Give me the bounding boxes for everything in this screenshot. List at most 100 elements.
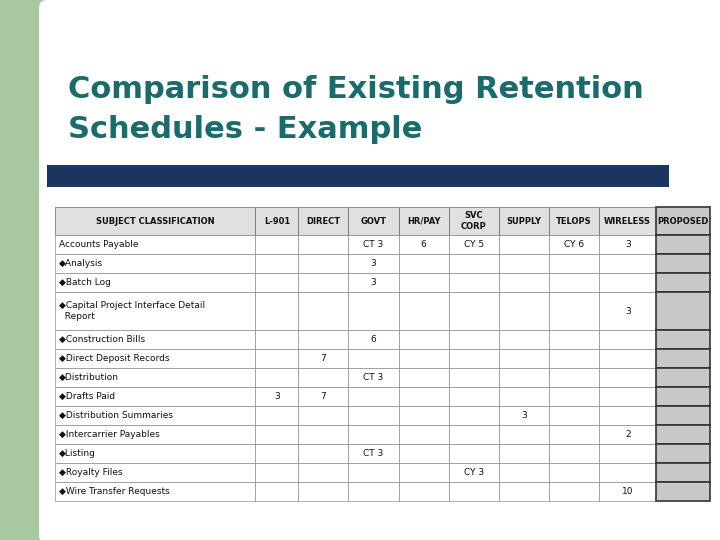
Bar <box>0 0 185 195</box>
Bar <box>348 349 399 368</box>
Bar <box>657 425 710 444</box>
Text: DIRECT: DIRECT <box>307 217 341 226</box>
Bar <box>549 406 599 425</box>
Text: 3: 3 <box>274 392 280 401</box>
Bar <box>549 463 599 482</box>
Text: ◆Distribution: ◆Distribution <box>59 373 119 382</box>
Bar <box>549 387 599 406</box>
Bar <box>298 330 348 349</box>
Bar <box>449 482 499 501</box>
Text: TELOPS: TELOPS <box>556 217 592 226</box>
Bar <box>55 444 256 463</box>
Bar <box>657 235 710 254</box>
Bar <box>55 330 256 349</box>
Bar <box>399 463 449 482</box>
Text: ◆Distribution Summaries: ◆Distribution Summaries <box>59 411 173 420</box>
Bar <box>55 235 256 254</box>
Bar <box>298 482 348 501</box>
Bar <box>599 207 657 235</box>
Bar <box>657 292 710 330</box>
Bar <box>256 444 298 463</box>
Bar <box>399 235 449 254</box>
Text: GOVT: GOVT <box>361 217 387 226</box>
Bar <box>298 387 348 406</box>
Text: 3: 3 <box>625 240 631 249</box>
Text: ◆Intercarrier Payables: ◆Intercarrier Payables <box>59 430 160 439</box>
Text: 3: 3 <box>371 278 377 287</box>
Text: 7: 7 <box>320 392 326 401</box>
Bar <box>399 330 449 349</box>
Bar <box>499 406 549 425</box>
Bar <box>55 482 256 501</box>
Bar <box>599 482 657 501</box>
Text: CT 3: CT 3 <box>364 373 384 382</box>
Bar <box>348 482 399 501</box>
Bar <box>256 463 298 482</box>
Bar <box>55 292 256 330</box>
Bar <box>657 482 710 501</box>
Bar <box>55 425 256 444</box>
Bar <box>657 207 710 235</box>
Text: CT 3: CT 3 <box>364 449 384 458</box>
Bar <box>657 330 710 349</box>
Bar <box>549 254 599 273</box>
Bar <box>449 387 499 406</box>
Bar <box>55 387 256 406</box>
Bar <box>657 406 710 425</box>
Bar <box>549 349 599 368</box>
Bar <box>348 273 399 292</box>
Bar <box>499 207 549 235</box>
Bar <box>549 207 599 235</box>
Bar <box>599 387 657 406</box>
Text: ◆Capital Project Interface Detail
  Report: ◆Capital Project Interface Detail Report <box>59 301 205 321</box>
Bar <box>599 444 657 463</box>
Bar <box>599 273 657 292</box>
Bar <box>599 349 657 368</box>
Text: ◆Construction Bills: ◆Construction Bills <box>59 335 145 344</box>
Bar <box>449 463 499 482</box>
Text: CY 6: CY 6 <box>564 240 584 249</box>
Bar <box>657 387 710 406</box>
Bar <box>256 482 298 501</box>
Bar <box>499 482 549 501</box>
Bar <box>499 425 549 444</box>
Bar <box>298 368 348 387</box>
Bar <box>657 254 710 273</box>
Bar <box>399 482 449 501</box>
Text: Comparison of Existing Retention: Comparison of Existing Retention <box>68 75 644 104</box>
Bar <box>499 235 549 254</box>
Bar <box>449 368 499 387</box>
Text: ◆Drafts Paid: ◆Drafts Paid <box>59 392 115 401</box>
Bar <box>599 406 657 425</box>
Bar <box>399 273 449 292</box>
Bar <box>256 273 298 292</box>
Text: ◆Wire Transfer Requests: ◆Wire Transfer Requests <box>59 487 170 496</box>
Bar <box>657 273 710 292</box>
Text: L-901: L-901 <box>264 217 290 226</box>
Bar <box>549 273 599 292</box>
Text: CY 3: CY 3 <box>464 468 484 477</box>
Bar <box>449 349 499 368</box>
Text: HR/PAY: HR/PAY <box>407 217 441 226</box>
Text: WIRELESS: WIRELESS <box>604 217 651 226</box>
Bar <box>298 273 348 292</box>
Bar <box>499 387 549 406</box>
Bar <box>599 425 657 444</box>
Bar <box>399 292 449 330</box>
Bar <box>348 368 399 387</box>
Bar <box>256 292 298 330</box>
Bar <box>599 463 657 482</box>
Bar <box>499 254 549 273</box>
Bar <box>499 292 549 330</box>
Bar <box>499 444 549 463</box>
Bar <box>348 292 399 330</box>
Text: 10: 10 <box>622 487 634 496</box>
Bar <box>449 406 499 425</box>
Bar <box>499 368 549 387</box>
Bar <box>399 444 449 463</box>
Bar <box>55 349 256 368</box>
Bar <box>449 254 499 273</box>
Bar <box>47 165 669 187</box>
Bar <box>348 406 399 425</box>
Text: CY 5: CY 5 <box>464 240 484 249</box>
